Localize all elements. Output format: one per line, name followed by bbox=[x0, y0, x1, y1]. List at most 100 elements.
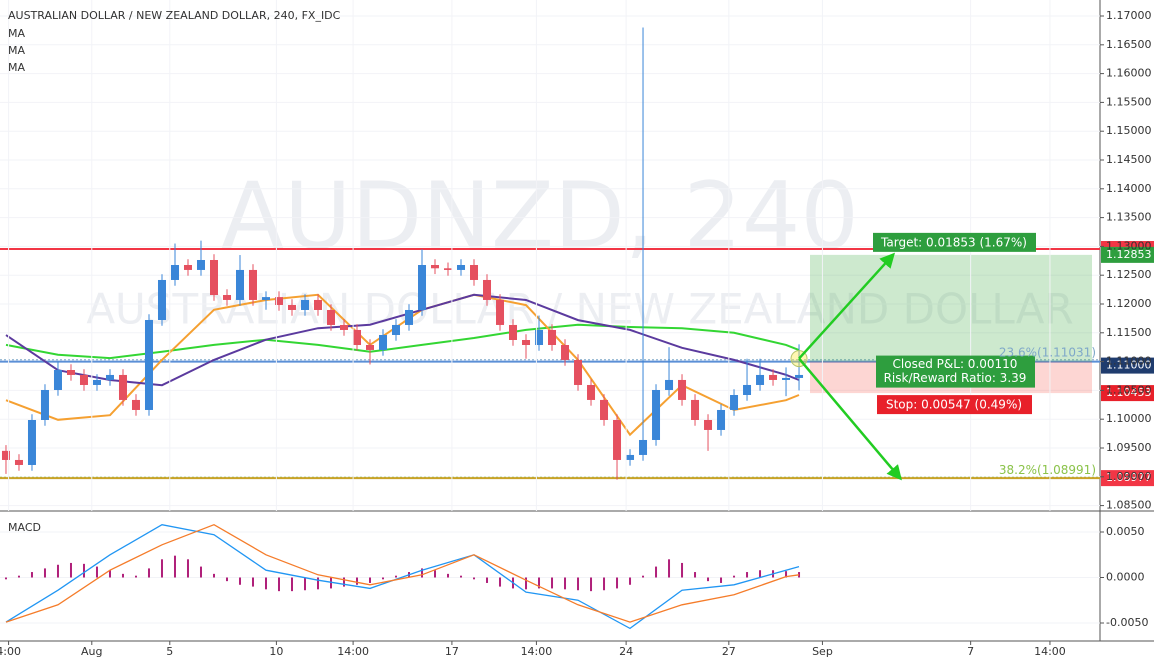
x-tick-label: 10 bbox=[269, 645, 283, 658]
candle-body bbox=[196, 259, 205, 270]
target-text: Target: 0.01853 (1.67%) bbox=[880, 235, 1027, 249]
candle-body bbox=[118, 374, 127, 400]
candle-body bbox=[144, 320, 153, 410]
legend-entry: MA bbox=[8, 61, 25, 74]
fib-label: 23.6%(1.11031) bbox=[999, 345, 1096, 359]
candle-body bbox=[639, 439, 648, 455]
candle-body bbox=[704, 419, 713, 430]
candle-body bbox=[248, 269, 257, 300]
fib-label: 38.2%(1.08991) bbox=[999, 463, 1096, 477]
candle-body bbox=[665, 379, 674, 390]
histogram-bar bbox=[629, 577, 632, 585]
y-tick-label: 1.10000 bbox=[1106, 412, 1152, 425]
histogram-bar bbox=[212, 573, 215, 578]
candle-body bbox=[457, 265, 466, 270]
price-tag bbox=[1101, 470, 1154, 487]
histogram-bar bbox=[356, 577, 359, 585]
pnl-text: Closed P&L: 0.00110 bbox=[893, 357, 1018, 371]
histogram-bar bbox=[785, 571, 788, 578]
candle-body bbox=[40, 389, 49, 420]
candle-body bbox=[261, 297, 270, 300]
y-tick-label: 1.15500 bbox=[1106, 95, 1152, 108]
y-tick-label: 1.09500 bbox=[1106, 441, 1152, 454]
histogram-bar bbox=[707, 577, 710, 582]
candle-body bbox=[274, 297, 283, 305]
y-tick-label: 1.16500 bbox=[1106, 38, 1152, 51]
candle-body bbox=[353, 329, 362, 346]
price-tag-label: 1.11000 bbox=[1106, 359, 1152, 372]
candle-body bbox=[717, 409, 726, 430]
target-zone bbox=[810, 254, 1092, 362]
price-tag-label: 1.08977 bbox=[1106, 471, 1152, 484]
y-tick-label: 1.13500 bbox=[1106, 211, 1152, 224]
candle-body bbox=[300, 299, 309, 310]
x-tick-label: 14:00 bbox=[521, 645, 553, 658]
candle-body bbox=[613, 419, 622, 460]
histogram-bar bbox=[238, 577, 241, 585]
histogram-bar bbox=[199, 566, 202, 578]
candle-body bbox=[287, 304, 296, 310]
candle-body bbox=[105, 374, 114, 380]
histogram-bar bbox=[108, 570, 111, 578]
rr-text: Risk/Reward Ratio: 3.39 bbox=[884, 371, 1027, 385]
y-tick-label: 1.14500 bbox=[1106, 153, 1152, 166]
target-box bbox=[873, 232, 1036, 252]
y-tick-label: 1.15000 bbox=[1106, 124, 1152, 137]
histogram-bar bbox=[642, 575, 645, 578]
price-tag bbox=[1101, 357, 1154, 374]
histogram-bar bbox=[225, 577, 228, 582]
candle-body bbox=[27, 419, 36, 465]
histogram-bar bbox=[369, 577, 372, 583]
histogram-bar bbox=[434, 570, 437, 578]
pnl-box bbox=[876, 355, 1035, 388]
histogram-bar bbox=[277, 577, 280, 592]
histogram-bar bbox=[134, 575, 137, 578]
y-tick-label: 0.0000 bbox=[1106, 571, 1145, 584]
candle-body bbox=[548, 329, 557, 346]
macd-line bbox=[5, 523, 800, 623]
candle-body bbox=[652, 389, 661, 440]
stop-text: Stop: 0.00547 (0.49%) bbox=[886, 398, 1022, 412]
x-tick-label: 27 bbox=[722, 645, 736, 658]
candle-body bbox=[14, 459, 23, 465]
candle-body bbox=[509, 324, 518, 340]
y-tick-label: 1.17000 bbox=[1106, 9, 1152, 22]
histogram-bar bbox=[160, 559, 163, 578]
x-tick-label: 24 bbox=[619, 645, 633, 658]
histogram-bar bbox=[43, 568, 46, 578]
histogram-bar bbox=[694, 572, 697, 578]
histogram-bar bbox=[421, 568, 424, 578]
histogram-bar bbox=[147, 568, 150, 578]
y-tick-label: 1.12500 bbox=[1106, 268, 1152, 281]
histogram-bar bbox=[251, 577, 254, 587]
candle-body bbox=[444, 268, 453, 270]
histogram-bar bbox=[759, 570, 762, 578]
price-tag-label: 1.10453 bbox=[1106, 386, 1152, 399]
histogram-bar bbox=[317, 577, 320, 590]
candle-body bbox=[209, 259, 218, 296]
candle-body bbox=[496, 299, 505, 325]
candle-body bbox=[79, 374, 88, 385]
histogram-bar bbox=[290, 577, 293, 592]
candle-body bbox=[743, 384, 752, 395]
legend-entry: MA bbox=[8, 44, 25, 57]
candle-body bbox=[730, 394, 739, 410]
candle-body bbox=[340, 324, 349, 330]
candle-body bbox=[379, 334, 388, 350]
histogram-bar bbox=[616, 577, 619, 589]
y-tick-label: -0.0050 bbox=[1106, 616, 1148, 629]
candle-body bbox=[92, 379, 101, 385]
candle-body bbox=[535, 329, 544, 346]
candle-body bbox=[418, 265, 427, 310]
chart-title: AUSTRALIAN DOLLAR / NEW ZEALAND DOLLAR, … bbox=[8, 9, 341, 22]
histogram-bar bbox=[746, 572, 749, 578]
histogram-bar bbox=[17, 575, 20, 578]
x-tick-label: 17 bbox=[445, 645, 459, 658]
legend-entry: MA bbox=[8, 27, 25, 40]
histogram-bar bbox=[330, 577, 333, 589]
candle-body bbox=[157, 279, 166, 321]
histogram-bar bbox=[577, 577, 580, 591]
x-tick-label: Aug bbox=[81, 645, 102, 658]
macd-title: MACD bbox=[8, 521, 41, 534]
